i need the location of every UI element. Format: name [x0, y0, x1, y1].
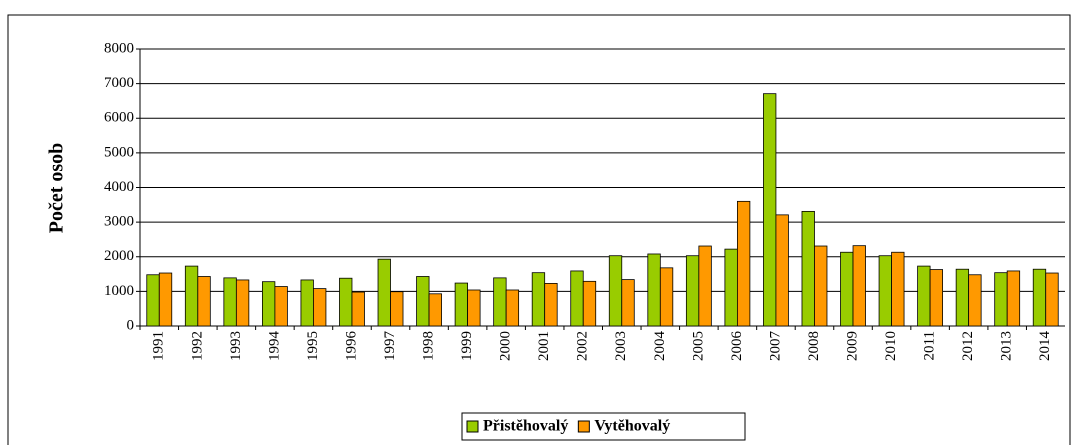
y-tick-label: 7000	[104, 75, 134, 91]
x-tick-label: 1997	[382, 331, 398, 362]
x-tick-label: 1998	[421, 331, 437, 361]
bar	[763, 93, 777, 327]
x-tick-label: 2000	[498, 331, 514, 361]
legend-box	[461, 412, 746, 441]
x-tick-label: 2005	[690, 331, 706, 361]
bar	[621, 279, 635, 327]
bar	[351, 291, 365, 327]
bar	[300, 279, 314, 327]
x-tick-label: 1999	[459, 331, 475, 361]
bar	[801, 210, 815, 327]
y-tick-label: 3000	[104, 214, 134, 230]
x-tick-label: 2002	[575, 331, 591, 361]
y-tick-label: 6000	[104, 110, 134, 126]
x-tick-label: 2008	[806, 331, 822, 361]
x-tick-label: 1995	[305, 331, 321, 361]
bar	[1032, 268, 1047, 327]
bar	[158, 272, 173, 327]
bar	[454, 282, 469, 327]
bar	[994, 272, 1008, 327]
legend-label: Vytěhovalý	[594, 418, 670, 435]
x-tick-label: 2009	[844, 331, 860, 361]
x-tick-label: 2014	[1037, 331, 1053, 362]
bar	[917, 265, 931, 327]
x-tick-label: 2006	[729, 331, 745, 362]
x-tick-label: 2007	[767, 331, 783, 362]
x-tick-label: 2001	[536, 331, 552, 361]
x-tick-label: 1993	[228, 331, 244, 361]
x-tick-label: 1996	[343, 331, 359, 362]
bar	[891, 251, 905, 327]
bar	[493, 277, 507, 327]
bar	[416, 276, 430, 327]
bar	[840, 251, 854, 327]
x-tick-label: 1992	[189, 331, 205, 361]
x-tick-label: 2013	[999, 331, 1015, 361]
y-tick-label: 8000	[104, 40, 134, 56]
legend-swatch	[466, 420, 479, 433]
y-tick-label: 4000	[104, 179, 134, 195]
bar	[197, 276, 211, 327]
bar	[377, 258, 391, 327]
bar	[955, 268, 970, 327]
bar	[570, 270, 584, 327]
bar	[775, 214, 789, 327]
bar	[339, 277, 353, 327]
x-tick-label: 1994	[266, 331, 282, 362]
bar	[428, 293, 442, 327]
x-tick-label: 2003	[613, 331, 629, 361]
bar	[582, 280, 597, 327]
bar	[390, 291, 404, 327]
bar	[659, 267, 674, 327]
x-tick-label: 2012	[960, 331, 976, 361]
y-tick-label: 2000	[104, 248, 134, 264]
bar	[223, 277, 237, 327]
legend-swatch	[577, 420, 590, 433]
y-tick-label: 1000	[104, 283, 134, 299]
bar	[531, 272, 546, 327]
bar	[647, 253, 661, 327]
bar	[736, 200, 751, 327]
legend-label: Přistěhovalý	[483, 418, 568, 435]
bar	[184, 265, 199, 327]
y-tick-label: 5000	[104, 144, 134, 160]
bar	[235, 279, 250, 327]
bar	[878, 255, 892, 327]
x-tick-label: 2010	[883, 331, 899, 361]
bar	[608, 255, 623, 327]
bar	[146, 274, 160, 327]
bar	[814, 245, 828, 327]
bar	[313, 288, 327, 327]
bar	[1045, 272, 1059, 327]
bar	[505, 289, 520, 327]
bar	[968, 274, 982, 327]
bar	[852, 245, 866, 327]
bar	[544, 283, 558, 327]
x-tick-label: 2011	[922, 331, 938, 360]
y-tick-label: 0	[127, 317, 135, 333]
bar	[685, 255, 700, 327]
bar	[261, 281, 276, 327]
x-tick-label: 2004	[652, 331, 668, 362]
x-tick-label: 1991	[151, 331, 167, 361]
bar	[929, 269, 944, 327]
bar	[724, 248, 738, 327]
bar	[274, 286, 288, 327]
y-axis-label: Počet osob	[46, 143, 68, 234]
bar	[467, 289, 481, 327]
bar	[698, 245, 712, 327]
bar	[1006, 270, 1021, 327]
chart-frame	[7, 14, 1071, 445]
